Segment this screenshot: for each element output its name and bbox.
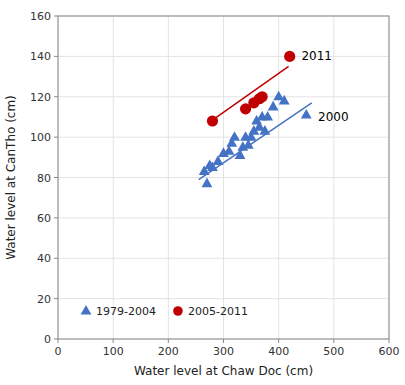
legend-marker	[81, 305, 92, 315]
trend-line	[199, 103, 312, 180]
grid-line	[58, 137, 389, 138]
y-tick	[54, 56, 58, 57]
series-points	[207, 51, 295, 127]
legend-label: 1979-2004	[96, 305, 156, 318]
x-tick-label: 600	[379, 345, 400, 358]
x-tick-label: 100	[103, 345, 124, 358]
x-tick-label: 200	[158, 345, 179, 358]
plot-area	[199, 51, 312, 187]
y-tick-label: 160	[30, 10, 51, 23]
plot-frame	[58, 16, 389, 339]
x-tick	[223, 339, 224, 343]
y-tick-label: 40	[37, 252, 51, 265]
y-tick	[54, 177, 58, 178]
axes: 0 100 200 300 400 500 600 0 20 40 60 80 100 120 140 160	[30, 10, 400, 358]
grid-line	[58, 96, 389, 97]
y-tick-label: 120	[30, 91, 51, 104]
x-tick-label: 0	[55, 345, 62, 358]
grid-line	[58, 298, 389, 299]
point	[257, 91, 268, 102]
x-tick	[58, 339, 59, 343]
point	[279, 95, 290, 105]
y-tick-label: 0	[44, 333, 51, 346]
y-tick	[54, 217, 58, 218]
series-points	[199, 91, 312, 187]
y-tick-label: 20	[37, 293, 51, 306]
x-tick	[113, 339, 114, 343]
y-tick-label: 60	[37, 212, 51, 225]
point	[229, 131, 240, 141]
y-tick-label: 80	[37, 172, 51, 185]
y-tick-label: 140	[30, 50, 51, 63]
x-tick	[389, 339, 390, 343]
x-tick-label: 300	[213, 345, 234, 358]
point	[301, 109, 312, 119]
x-tick-label: 500	[323, 345, 344, 358]
grid-line	[58, 258, 389, 259]
point	[262, 111, 273, 121]
point	[202, 178, 213, 188]
annotation: 2000	[318, 110, 349, 124]
point	[259, 125, 270, 135]
grid-line	[58, 177, 389, 178]
y-tick	[54, 96, 58, 97]
point	[284, 51, 295, 62]
point	[207, 115, 218, 126]
y-tick-label: 100	[30, 131, 51, 144]
x-tick	[278, 339, 279, 343]
x-axis-label: Water level at Chaw Doc (cm)	[134, 364, 313, 378]
legend-marker	[173, 306, 183, 316]
legend-label: 2005-2011	[188, 305, 248, 318]
x-tick	[333, 339, 334, 343]
x-tick-label: 400	[268, 345, 289, 358]
y-tick	[54, 339, 58, 340]
grid-line	[58, 217, 389, 218]
y-tick	[54, 137, 58, 138]
annotation: 2011	[301, 49, 332, 63]
y-axis-label: Water level at CanTho (cm)	[4, 95, 18, 260]
trend-line	[211, 66, 288, 121]
y-tick	[54, 16, 58, 17]
y-tick	[54, 298, 58, 299]
chart: 0 100 200 300 400 500 600 0 20 40 60 80 100 120 140 160…	[0, 0, 405, 385]
grid	[58, 16, 389, 339]
legend: 1979-2004 2005-2011	[81, 305, 248, 318]
point	[268, 101, 279, 111]
grid-line	[58, 56, 389, 57]
x-tick	[168, 339, 169, 343]
y-tick	[54, 258, 58, 259]
